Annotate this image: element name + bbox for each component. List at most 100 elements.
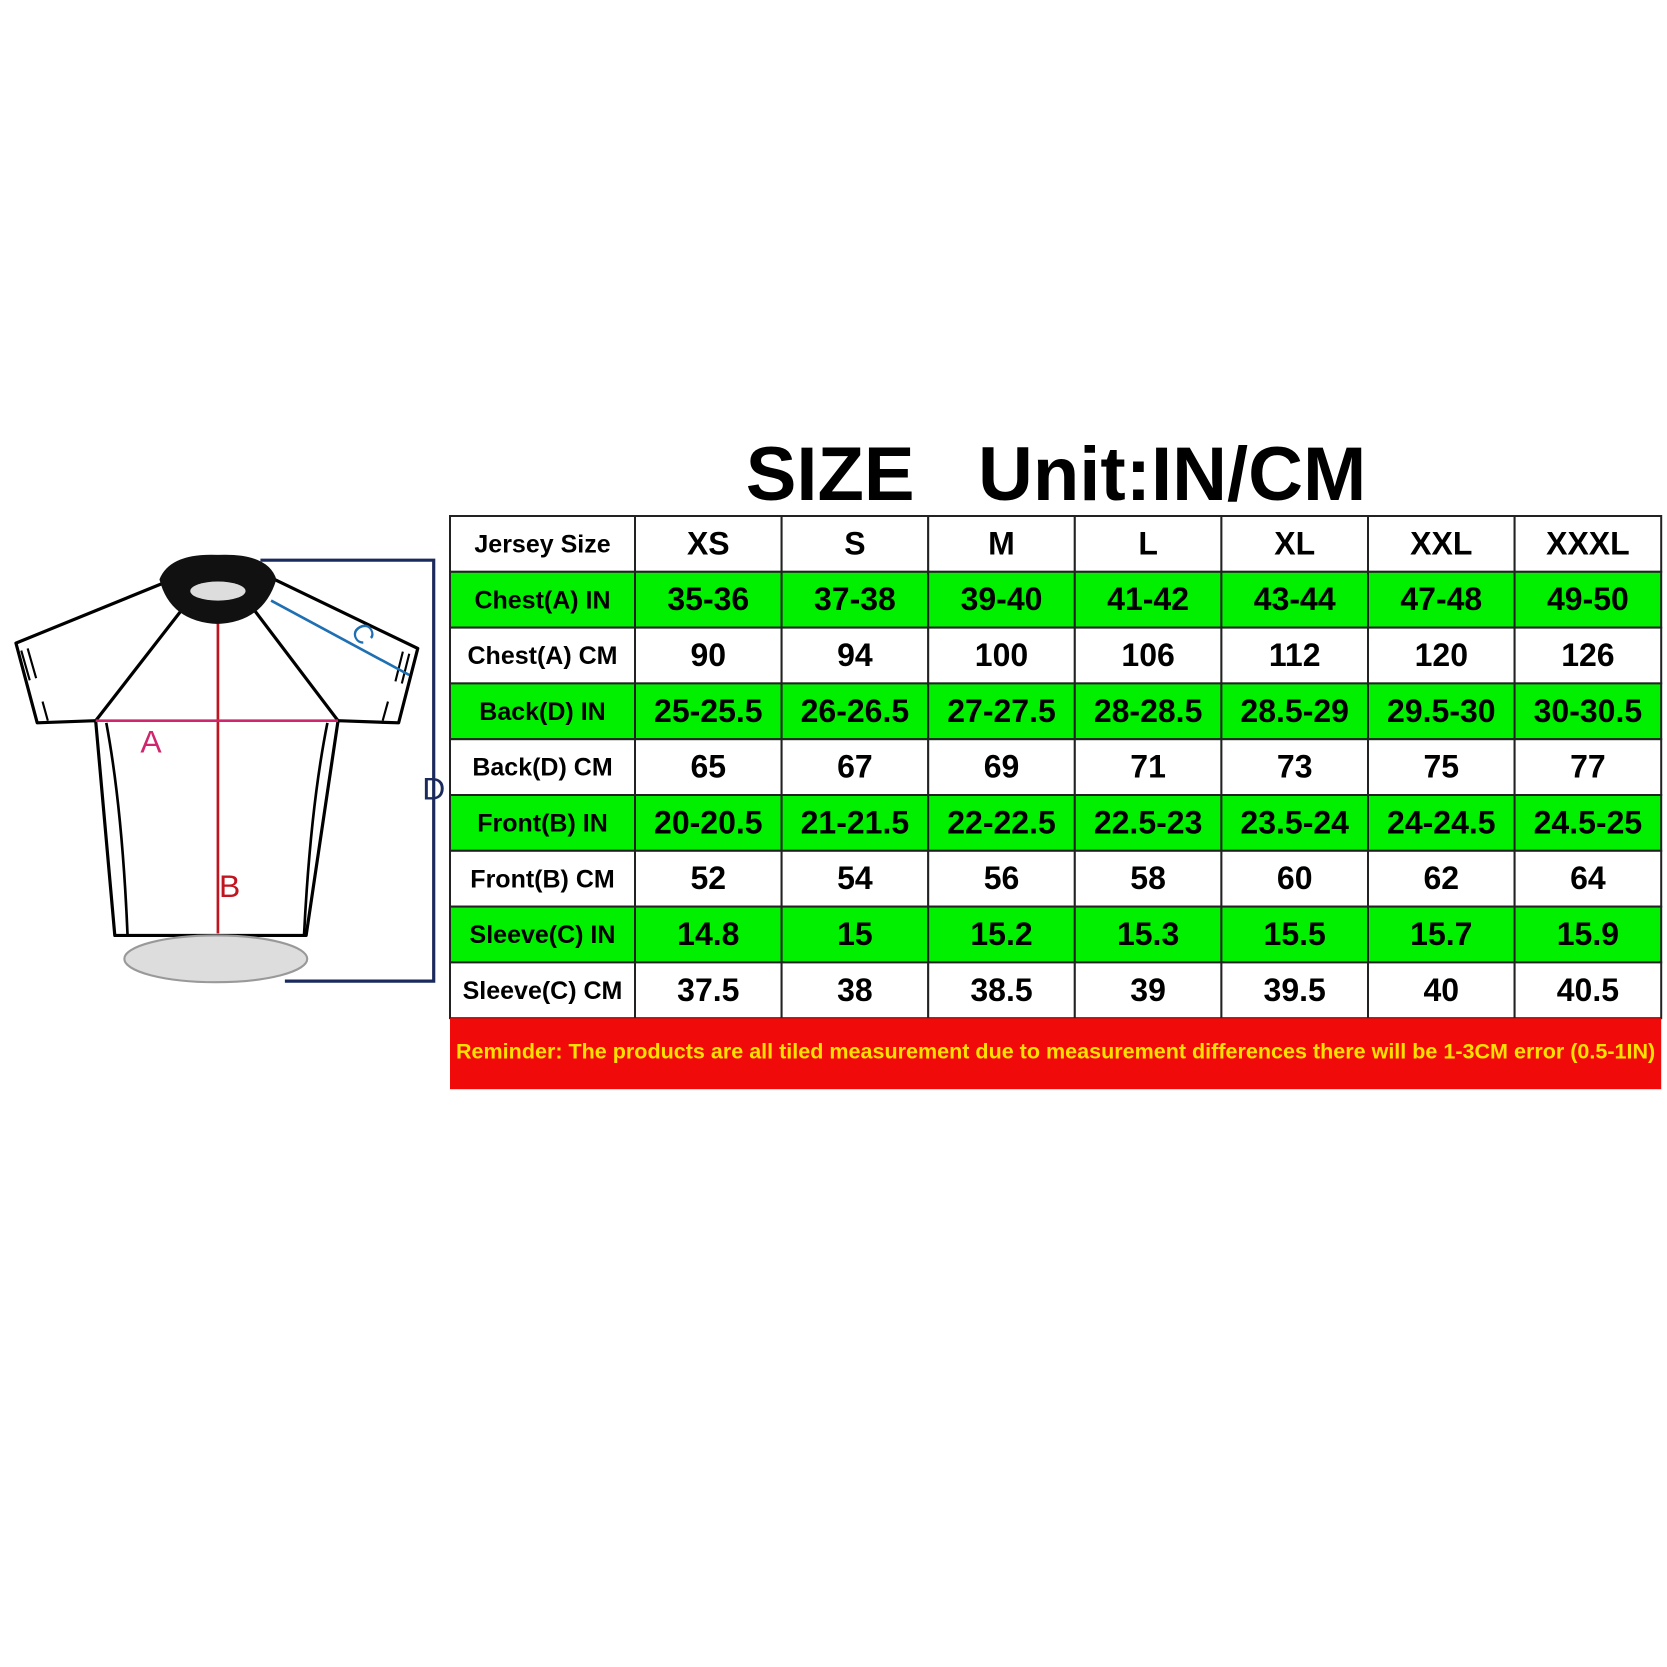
measure-c xyxy=(270,599,410,677)
cell-text: 35-36 xyxy=(667,581,749,617)
row-label: Jersey Size xyxy=(474,531,610,559)
cell xyxy=(927,570,1076,629)
cell-text: 100 xyxy=(975,637,1028,673)
cell xyxy=(634,515,783,573)
cell xyxy=(780,905,930,964)
cell-text: L xyxy=(1138,525,1158,561)
cell-text: 60 xyxy=(1277,860,1313,896)
cell-text: XXL xyxy=(1410,525,1472,561)
cell xyxy=(1513,794,1663,852)
title: SIZE Unit:IN/CM xyxy=(746,432,1367,517)
label-b: B xyxy=(219,868,240,904)
cell xyxy=(780,570,930,629)
cell xyxy=(1513,905,1663,964)
cell xyxy=(927,794,1076,852)
cell-text: 23.5-24 xyxy=(1240,804,1349,840)
cell xyxy=(1220,515,1370,573)
row-label: Back(D) CM xyxy=(472,754,612,782)
cell xyxy=(1367,682,1516,741)
reminder: Reminder: The products are all tiled mea… xyxy=(456,1041,1655,1064)
cell-text: 37-38 xyxy=(814,581,896,617)
cell-text: 65 xyxy=(691,749,727,785)
cell xyxy=(634,682,783,741)
cell-text: XL xyxy=(1274,525,1315,561)
cell-text: 39-40 xyxy=(961,581,1043,617)
cell xyxy=(1220,682,1370,741)
cell-text: 26-26.5 xyxy=(801,693,910,729)
cell-text: 28.5-29 xyxy=(1240,693,1349,729)
size-table: Jersey Size XS S M L XL XXL XXXL Chest(A) IN 35-3… xyxy=(449,515,1663,1090)
cell-text: 38 xyxy=(837,972,873,1008)
cell-text: XXXL xyxy=(1546,525,1630,561)
cell-text: 15.5 xyxy=(1264,916,1326,952)
cell-text: 15.3 xyxy=(1117,916,1179,952)
cell xyxy=(780,515,930,573)
cell xyxy=(780,626,930,685)
cell-text: 24-24.5 xyxy=(1387,804,1496,840)
row-label: Front(B) IN xyxy=(477,810,608,838)
cell-text: 27-27.5 xyxy=(947,693,1056,729)
cell xyxy=(927,905,1076,964)
cell-text: 39.5 xyxy=(1264,972,1326,1008)
cell xyxy=(634,905,783,964)
cell-text: 21-21.5 xyxy=(801,804,910,840)
cell xyxy=(1220,905,1370,964)
row-label: Chest(A) CM xyxy=(468,642,618,670)
cell-text: 52 xyxy=(691,860,727,896)
row-label: Sleeve(C) CM xyxy=(463,977,623,1005)
cell-text: 22-22.5 xyxy=(947,804,1056,840)
jersey-diagram: A B C D xyxy=(14,554,445,984)
hem-opening xyxy=(123,934,309,984)
label-a: A xyxy=(140,724,162,760)
cell-text: S xyxy=(844,525,865,561)
cell xyxy=(1073,682,1223,741)
cell xyxy=(1513,849,1663,908)
raglan-seams xyxy=(94,610,340,722)
cell-text: 62 xyxy=(1424,860,1460,896)
side-panels xyxy=(104,722,329,936)
cuff-hem xyxy=(41,701,390,721)
collar-inner xyxy=(190,581,246,601)
cell-text: 126 xyxy=(1561,637,1614,673)
cell-text: 54 xyxy=(837,860,873,896)
cell-text: 38.5 xyxy=(970,972,1032,1008)
cell xyxy=(780,961,930,1020)
cuff-lines xyxy=(20,648,411,684)
cell xyxy=(449,849,636,908)
cell-text: 15 xyxy=(837,916,873,952)
cell xyxy=(1220,794,1370,852)
cell-text: 25-25.5 xyxy=(654,693,763,729)
cell xyxy=(780,682,930,741)
row-label: Back(D) IN xyxy=(479,698,605,726)
row-label: Chest(A) IN xyxy=(474,586,610,614)
cell xyxy=(780,849,930,908)
row-label: Sleeve(C) IN xyxy=(470,921,616,949)
cell xyxy=(1367,626,1516,685)
cell-text: 71 xyxy=(1130,749,1166,785)
cell-text: 15.7 xyxy=(1410,916,1472,952)
cell-text: 49-50 xyxy=(1547,581,1629,617)
cell-text: XS xyxy=(687,525,730,561)
cell-text: 30-30.5 xyxy=(1534,693,1643,729)
cell-text: 58 xyxy=(1130,860,1166,896)
cell-text: 112 xyxy=(1269,637,1321,673)
cell-text: 67 xyxy=(837,749,873,785)
cell-text: 47-48 xyxy=(1400,581,1482,617)
cell xyxy=(1513,515,1663,573)
cell-text: 40 xyxy=(1424,972,1460,1008)
cell-text: 106 xyxy=(1121,637,1174,673)
cell xyxy=(927,849,1076,908)
cell xyxy=(449,794,636,852)
cell-text: 43-44 xyxy=(1254,581,1336,617)
cell-text: 73 xyxy=(1277,749,1313,785)
cell xyxy=(927,626,1076,685)
cell xyxy=(634,961,783,1020)
cell-text: 28-28.5 xyxy=(1094,693,1203,729)
cell xyxy=(1513,682,1663,741)
cell xyxy=(449,626,636,685)
cell-text: 90 xyxy=(691,637,727,673)
cell xyxy=(927,515,1076,573)
cell-text: 15.9 xyxy=(1557,916,1619,952)
cell xyxy=(1513,626,1663,685)
cell-text: 64 xyxy=(1570,860,1606,896)
